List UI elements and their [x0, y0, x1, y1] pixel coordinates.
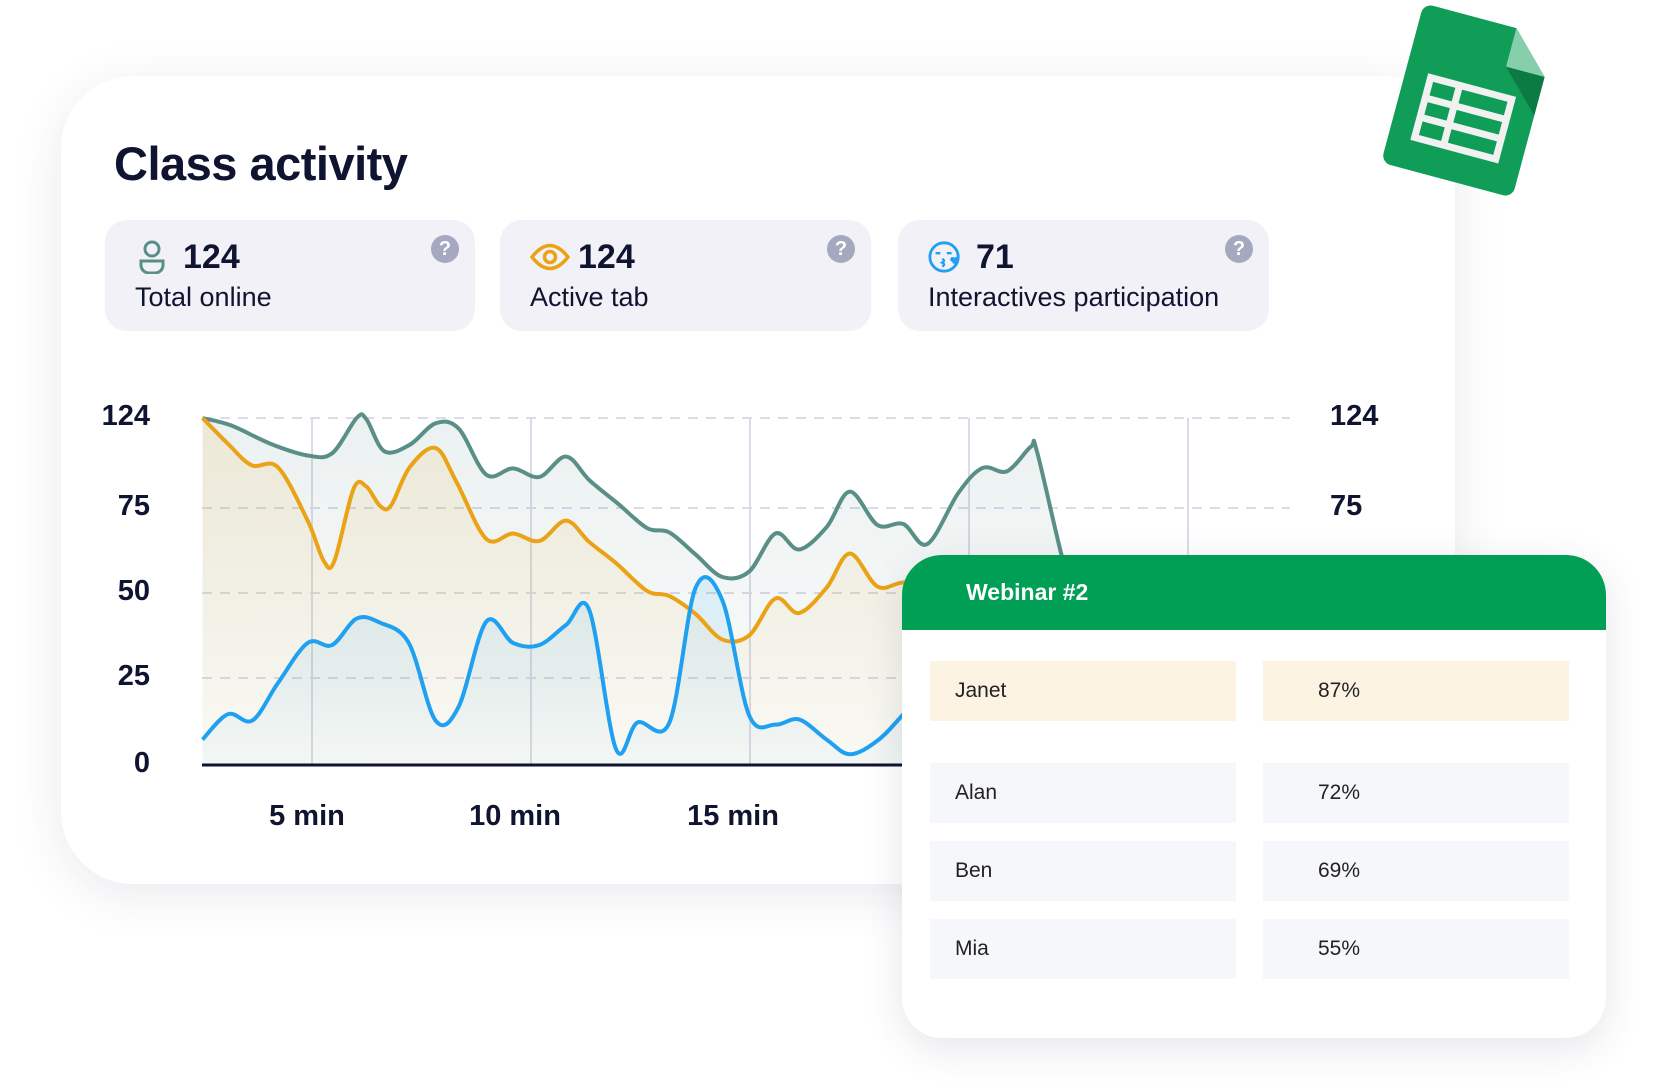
y-tick-label: 25 — [117, 660, 150, 692]
y-tick-label: 50 — [117, 575, 150, 607]
eye-icon — [530, 243, 570, 271]
help-icon[interactable]: ? — [431, 235, 459, 263]
stat-interactives: 71 Interactives participation ? — [898, 220, 1269, 331]
table-cell-name: Janet — [930, 661, 1236, 721]
y-tick-label-right: 124 — [1330, 400, 1379, 432]
y-tick-label: 124 — [101, 400, 150, 432]
y-tick-label-right: 75 — [1330, 490, 1363, 522]
help-icon[interactable]: ? — [1225, 235, 1253, 263]
y-tick-label: 75 — [117, 490, 150, 522]
table-cell-value: 87% — [1263, 661, 1569, 721]
page-title: Class activity — [114, 137, 408, 190]
stat-value: 71 — [976, 238, 1014, 276]
stat-label: Interactives participation — [928, 282, 1220, 312]
stat-value: 124 — [578, 238, 635, 276]
help-icon[interactable]: ? — [827, 235, 855, 263]
stat-active-tab: 124 Active tab ? — [500, 220, 871, 331]
series-line-total-online — [201, 412, 1085, 628]
user-icon — [139, 240, 165, 274]
y-tick-label: 0 — [133, 747, 150, 779]
activity-line-chart — [201, 412, 1290, 767]
series-line-interactives-participation — [201, 575, 936, 757]
x-tick-label: 5 min — [269, 800, 345, 832]
table-cell-name: Mia — [930, 919, 1236, 979]
series-line-active-tab — [201, 416, 935, 644]
webinar-panel: Webinar #2 Janet 87% Alan 72% Ben 69% Mi… — [902, 555, 1606, 1038]
series-area-2 — [202, 577, 934, 765]
kiss-face-icon — [928, 241, 960, 273]
table-cell-value: 69% — [1263, 841, 1569, 901]
table-cell-value: 55% — [1263, 919, 1569, 979]
x-tick-label: 15 min — [687, 800, 779, 832]
webinar-title: Webinar #2 — [902, 555, 1606, 630]
stat-label: Active tab — [530, 282, 649, 312]
stat-value: 124 — [183, 238, 240, 276]
table-cell-name: Alan — [930, 763, 1236, 823]
x-tick-label: 10 min — [469, 800, 561, 832]
stat-label: Total online — [135, 282, 272, 312]
stat-total-online: 124 Total online ? — [105, 220, 475, 331]
google-sheets-icon — [1383, 5, 1545, 196]
table-cell-value: 72% — [1263, 763, 1569, 823]
table-cell-name: Ben — [930, 841, 1236, 901]
